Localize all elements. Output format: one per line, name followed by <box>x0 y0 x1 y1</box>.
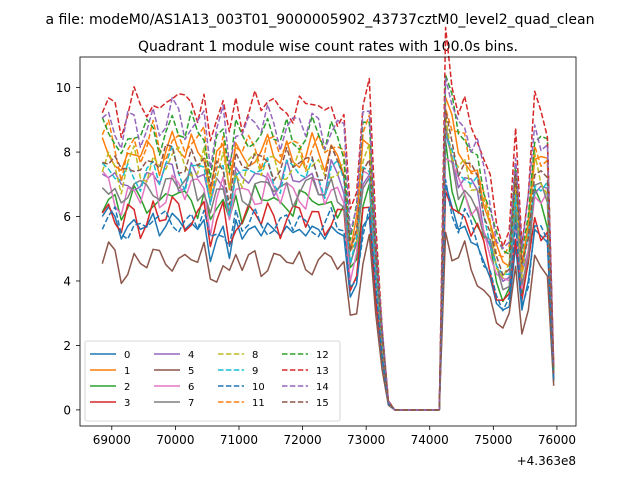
series-line-8 <box>101 114 555 411</box>
chart-title: Quadrant 1 module wise count rates with … <box>138 39 518 55</box>
legend-label-14: 14 <box>316 382 329 393</box>
legend-label-9: 9 <box>252 366 258 377</box>
legend-label-8: 8 <box>252 350 258 361</box>
legend-label-5: 5 <box>188 366 194 377</box>
x-tick-label: 72000 <box>283 433 321 447</box>
legend-label-12: 12 <box>316 350 329 361</box>
legend-box <box>84 340 341 422</box>
series-line-3 <box>101 190 555 411</box>
legend-label-10: 10 <box>252 382 265 393</box>
series-line-12 <box>101 74 555 411</box>
legend-label-3: 3 <box>124 398 130 409</box>
y-tick-label: 4 <box>63 274 71 288</box>
x-tick-label: 70000 <box>156 433 194 447</box>
y-tick-label: 6 <box>63 210 71 224</box>
series-line-5 <box>101 231 555 411</box>
series-line-10 <box>101 179 555 411</box>
y-tick-label: 0 <box>63 403 71 417</box>
series-line-14 <box>101 77 555 411</box>
x-tick-label: 74000 <box>411 433 449 447</box>
y-tick-label: 10 <box>56 81 71 95</box>
x-offset-label: +4.363e8 <box>517 454 576 468</box>
legend-label-11: 11 <box>252 398 265 409</box>
series-line-15 <box>102 109 555 411</box>
series-line-0 <box>101 183 555 411</box>
x-tick-label: 76000 <box>538 433 576 447</box>
legend-label-13: 13 <box>316 366 329 377</box>
legend-label-1: 1 <box>124 366 130 377</box>
legend-label-15: 15 <box>316 398 329 409</box>
x-tick-label: 71000 <box>220 433 258 447</box>
legend-label-6: 6 <box>188 382 194 393</box>
series-line-11 <box>101 107 555 411</box>
figure-suptitle: a file: modeM0/AS1A13_003T01_9000005902_… <box>46 12 595 28</box>
y-tick-label: 8 <box>63 146 71 160</box>
legend-label-4: 4 <box>188 350 194 361</box>
y-tick-label: 2 <box>63 339 71 353</box>
axes-frame <box>79 56 577 427</box>
series-line-13 <box>101 26 555 411</box>
legend-label-7: 7 <box>188 398 194 409</box>
x-tick-label: 73000 <box>347 433 385 447</box>
series-lines <box>101 26 555 411</box>
x-tick-label: 75000 <box>474 433 512 447</box>
series-line-7 <box>101 123 555 411</box>
x-tick-label: 69000 <box>93 433 131 447</box>
series-line-6 <box>101 157 555 411</box>
legend-label-2: 2 <box>124 382 130 393</box>
legend-label-0: 0 <box>124 350 130 361</box>
axes: 69000 70000 71000 72000 73000 74000 75000 76000… <box>56 56 577 468</box>
